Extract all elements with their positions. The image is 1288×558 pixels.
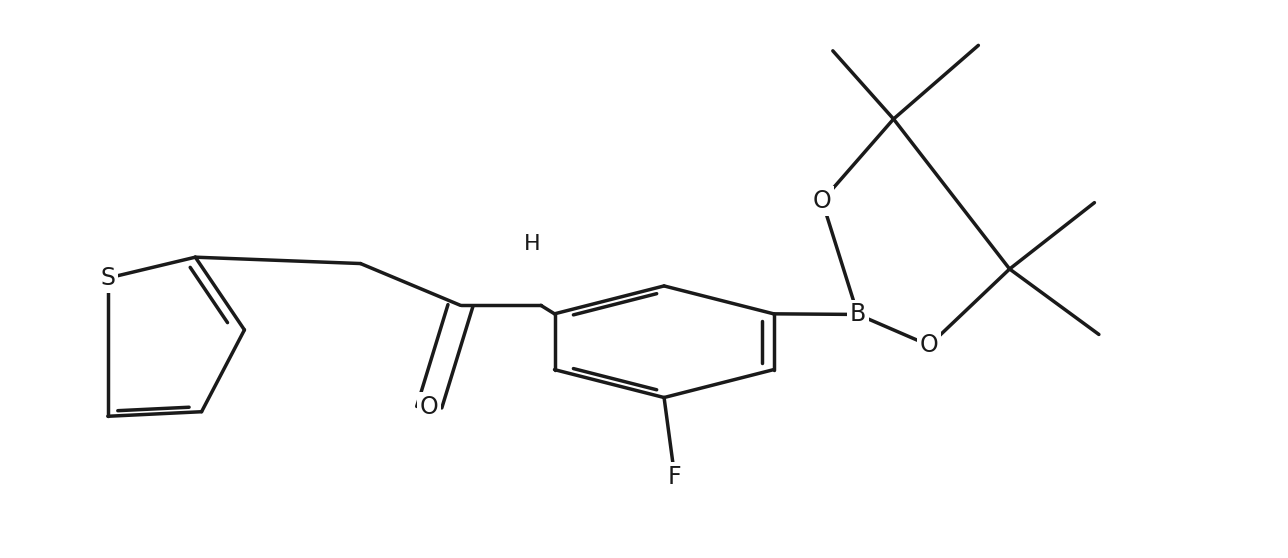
- Text: O: O: [920, 333, 939, 357]
- Text: F: F: [668, 465, 681, 489]
- Text: S: S: [100, 266, 116, 290]
- Text: O: O: [420, 395, 439, 419]
- Text: H: H: [524, 234, 540, 253]
- Text: O: O: [813, 189, 832, 213]
- Text: B: B: [850, 302, 866, 326]
